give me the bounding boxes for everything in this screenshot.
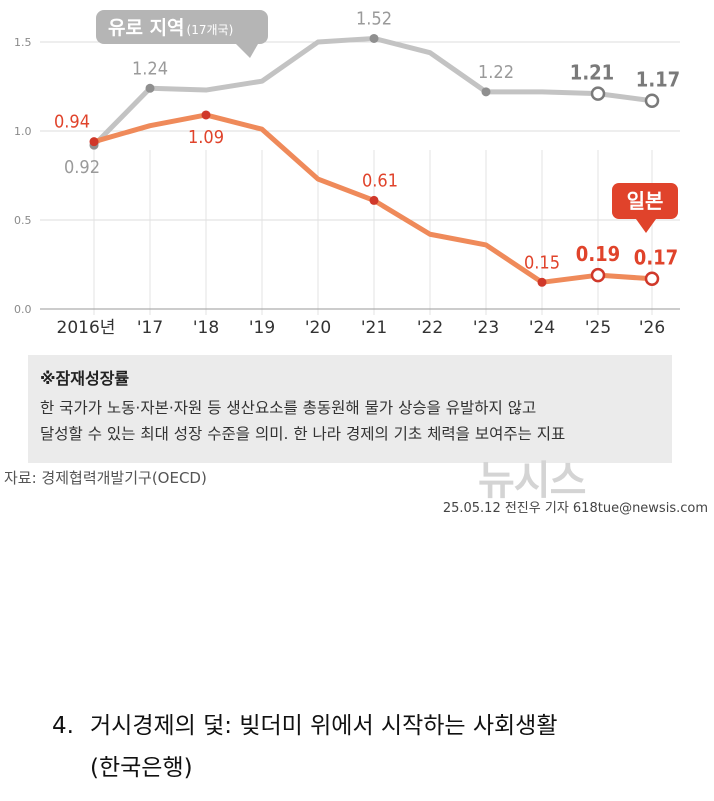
source-note: 자료: 경제협력개발기구(OECD) [4,469,207,487]
x-tick-label: '17 [137,318,163,338]
x-tick-label: '18 [193,318,219,338]
japan-data-label: 0.94 [54,112,90,133]
section-heading: 4. 거시경제의 덫: 빚더미 위에서 시작하는 사회생활 (한국은행) [52,705,558,789]
y-tick-label: 1.0 [14,125,32,138]
japan-point [590,267,606,283]
japan-data-label: 0.61 [362,170,398,191]
reporter-credit: 25.05.12 전진우 기자 618tue@newsis.com [442,501,708,516]
japan-point [89,137,99,147]
x-tick-label: '20 [305,318,331,338]
japan-point [644,271,660,286]
japan-point [537,277,547,287]
euro-series-callout: 유로 지역 (17개국) [96,10,268,58]
euro-callout-note: (17개국) [187,23,234,37]
definition-title: ※잠재성장률 [40,369,130,388]
newsis-watermark: 뉴시스 [478,458,586,504]
euro-point [145,83,155,93]
x-tick-label: '21 [361,318,387,338]
section-number: 4. [52,713,74,739]
euro-data-label: 1.22 [478,62,514,83]
japan-data-label: 0.15 [524,252,560,273]
x-tick-label: '19 [249,318,275,338]
x-tick-label: '25 [585,318,611,338]
euro-point [369,33,379,43]
euro-callout-pointer [236,44,258,58]
x-tick-label: 2016년 [57,318,116,338]
x-tick-label: '23 [473,318,499,338]
euro-data-label: 1.52 [356,8,392,29]
chart-panel: 0.0 0.5 1.0 1.5 2016년 '17 '18 '19 '20 '21 '22 '23 '2… [4,8,708,516]
japan-data-label: 0.19 [576,242,620,266]
euro-data-label: 1.17 [636,68,680,92]
definition-line-1: 한 국가가 노동·자본·자원 등 생산요소를 총동원해 물가 상승을 유발하지 … [40,399,537,417]
x-tick-label: '24 [529,318,555,338]
japan-point [369,195,379,205]
euro-point [481,87,491,97]
japan-data-label: 1.09 [188,127,224,148]
y-tick-label: 0.0 [14,303,32,316]
euro-data-label: 0.92 [64,157,100,178]
potential-growth-line-chart: 0.0 0.5 1.0 1.5 2016년 '17 '18 '19 '20 '21 '22 '23 '2… [14,8,680,338]
euro-data-label: 1.24 [132,58,168,79]
japan-callout-box [612,183,678,219]
euro-callout-label: 유로 지역 (17개국) [108,17,233,39]
y-tick-label: 0.5 [14,214,32,227]
section-title: 거시경제의 덫: 빚더미 위에서 시작하는 사회생활 [90,713,558,739]
euro-series-line [92,35,653,147]
definition-line-2: 달성할 수 있는 최대 성장 수준을 의미. 한 나라 경제의 기초 체력을 보… [40,425,566,443]
x-tick-label: '22 [417,318,443,338]
euro-callout-box [96,10,268,44]
euro-point [590,86,606,101]
y-tick-label: 1.5 [14,36,32,49]
japan-data-label: 0.17 [634,246,678,270]
japan-point [201,110,211,120]
euro-data-label: 1.21 [570,61,614,85]
japan-series-callout: 일본 [612,183,678,233]
section-source: (한국은행) [90,755,193,781]
japan-callout-label: 일본 [627,189,664,213]
euro-point [644,93,660,108]
x-tick-label: '26 [639,318,665,338]
definition-box: ※잠재성장률 한 국가가 노동·자본·자원 등 생산요소를 총동원해 물가 상승… [28,355,672,463]
japan-callout-pointer [636,219,656,233]
